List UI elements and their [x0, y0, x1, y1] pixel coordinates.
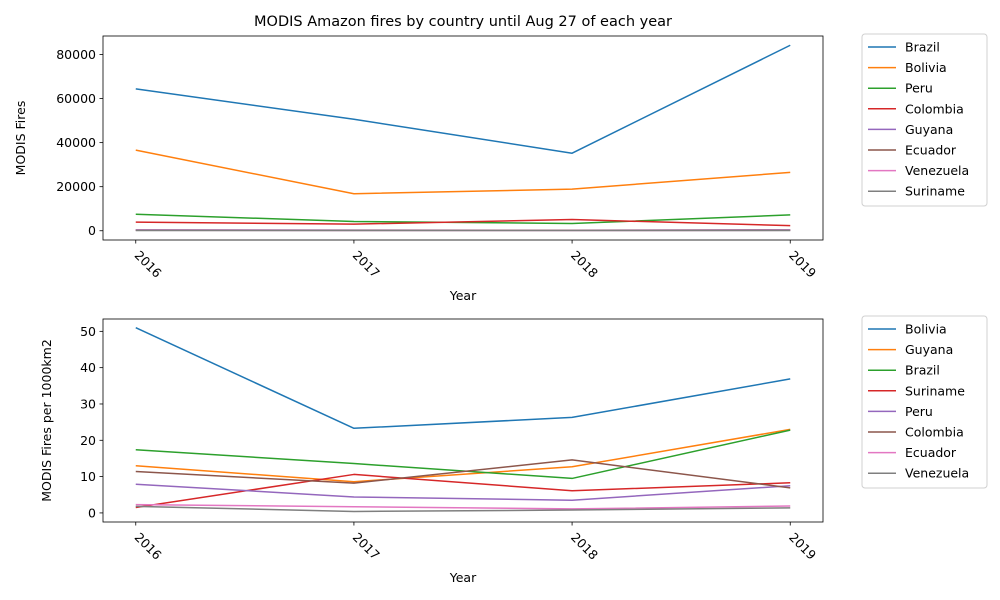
legend-label-ecuador: Ecuador	[905, 445, 957, 460]
legend-label-suriname: Suriname	[905, 184, 965, 199]
legend-label-ecuador: Ecuador	[905, 143, 957, 158]
plot-frame	[102, 35, 824, 241]
y-tick-label: 50	[80, 324, 96, 339]
x-axis-label: Year	[449, 288, 477, 303]
x-tick-label: 2017	[350, 530, 383, 563]
plot-frame	[102, 318, 824, 523]
y-tick-label: 60000	[56, 91, 96, 106]
x-tick-label: 2016	[132, 248, 165, 281]
chart-top: 0 20000 40000 60000 80000 2016 2017 2018 2019 Yea…	[13, 14, 988, 303]
series-group	[135, 44, 791, 232]
series-line-suriname	[135, 473, 791, 509]
x-tick-label: 2019	[786, 530, 819, 563]
series-line-colombia	[135, 459, 791, 489]
legend-label-bolivia: Bolivia	[905, 322, 947, 337]
y-tick-label: 30	[80, 396, 96, 411]
x-tick-label: 2018	[568, 530, 601, 563]
legend-label-suriname: Suriname	[905, 383, 965, 398]
y-tick-label: 40	[80, 360, 96, 375]
series-line-bolivia	[135, 327, 791, 430]
series-line-bolivia	[135, 149, 791, 195]
series-line-colombia	[135, 218, 791, 227]
y-tick-label: 0	[88, 223, 96, 238]
x-axis-label: Year	[449, 570, 477, 585]
legend-box	[861, 315, 988, 489]
legend-label-colombia: Colombia	[905, 101, 964, 116]
y-axis-label: MODIS Fires	[13, 101, 28, 176]
y-tick-label: 10	[80, 469, 96, 484]
legend: Bolivia Guyana Brazil Suriname Peru Colombia E…	[861, 315, 988, 489]
y-tick-label: 20	[80, 433, 96, 448]
chart-title: MODIS Amazon fires by country until Aug …	[254, 14, 672, 30]
series-line-ecuador	[135, 503, 791, 510]
series-line-brazil	[135, 44, 791, 154]
legend-label-guyana: Guyana	[905, 122, 953, 137]
series-line-peru	[135, 483, 791, 501]
legend: Brazil Bolivia Peru Colombia Guyana Ecuador Ve…	[861, 33, 988, 207]
legend-label-brazil: Brazil	[905, 363, 940, 378]
x-tick-label: 2017	[350, 248, 383, 281]
legend-label-bolivia: Bolivia	[905, 60, 947, 75]
legend-label-venezuela: Venezuela	[905, 163, 969, 178]
y-tick-label: 80000	[56, 47, 96, 62]
legend-label-guyana: Guyana	[905, 342, 953, 357]
legend-label-peru: Peru	[905, 81, 933, 96]
x-tick-label: 2019	[786, 248, 819, 281]
legend-label-brazil: Brazil	[905, 40, 940, 55]
y-tick-label: 40000	[56, 135, 96, 150]
series-line-guyana	[135, 428, 791, 483]
y-tick-label: 0	[88, 505, 96, 520]
x-tick-label: 2018	[568, 248, 601, 281]
legend-label-peru: Peru	[905, 404, 933, 419]
legend-label-colombia: Colombia	[905, 425, 964, 440]
y-tick-label: 20000	[56, 179, 96, 194]
series-line-venezuela	[135, 505, 791, 513]
series-group	[135, 327, 791, 513]
chart-bottom: 0 10 20 30 40 50 2016 2017 2018 2019 Year MODIS Fir…	[39, 315, 988, 585]
y-axis-label: MODIS Fires per 1000km2	[39, 339, 54, 502]
legend-box	[861, 33, 988, 207]
x-tick-label: 2016	[132, 530, 165, 563]
legend-label-venezuela: Venezuela	[905, 466, 969, 481]
